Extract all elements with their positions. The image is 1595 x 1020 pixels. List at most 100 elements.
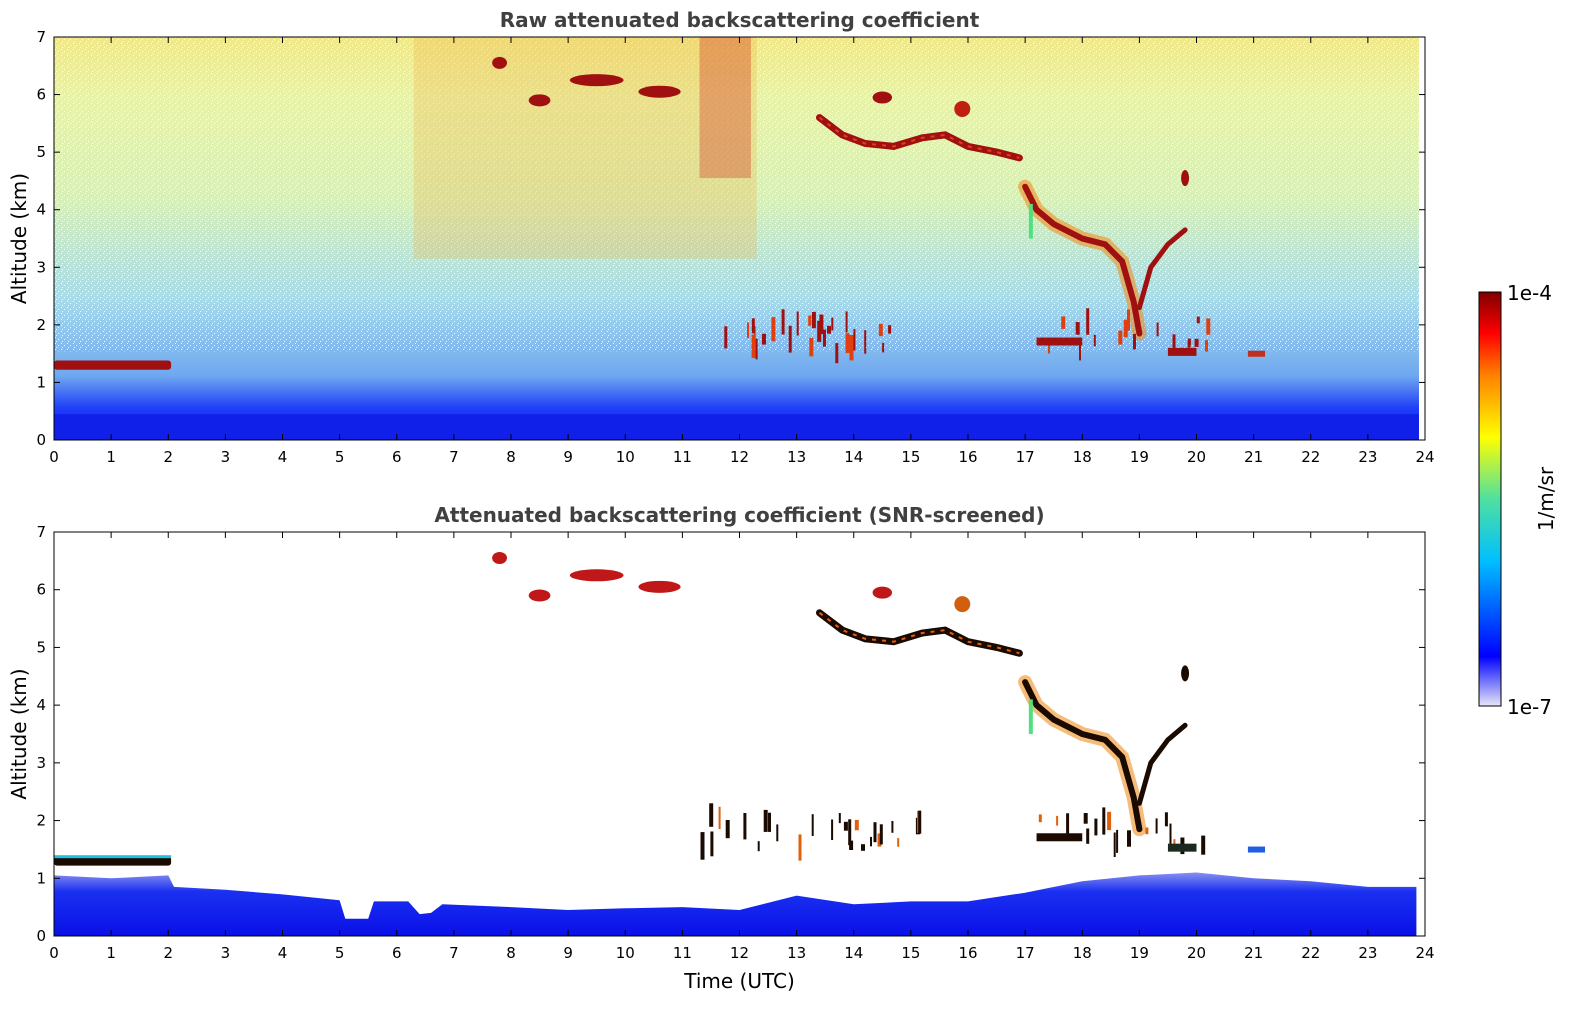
y-tick-label: 2 — [36, 316, 46, 334]
broken-cloud — [743, 813, 747, 840]
broken-cloud — [1127, 830, 1131, 847]
broken-cloud — [1206, 318, 1211, 335]
isolated-cloud — [1181, 665, 1190, 682]
broken-cloud — [835, 343, 839, 364]
y-tick-label: 5 — [36, 638, 46, 656]
x-tick-label: 11 — [673, 944, 692, 962]
broken-cloud — [788, 325, 792, 353]
x-tick-label: 7 — [449, 448, 459, 466]
broken-cloud — [811, 814, 814, 836]
x-tick-label: 16 — [958, 448, 977, 466]
y-tick-label: 4 — [36, 696, 46, 714]
broken-cloud — [1187, 340, 1191, 348]
broken-cloud — [1196, 316, 1200, 324]
y-tick-label: 6 — [36, 86, 46, 104]
x-tick-label: 20 — [1187, 448, 1206, 466]
cirrus-cloud — [872, 91, 893, 104]
broken-cloud — [1172, 334, 1176, 351]
raw-backscatter-panel: Raw attenuated backscattering coefficien… — [7, 8, 1435, 466]
cirrus-cloud — [492, 56, 508, 69]
broken-cloud — [1133, 333, 1136, 350]
broken-cloud — [882, 342, 885, 353]
x-tick-label: 12 — [730, 944, 749, 962]
broken-cloud — [1107, 811, 1112, 831]
cirrus-cloud — [569, 569, 624, 582]
x-tick-label: 1 — [106, 944, 116, 962]
x-tick-label: 21 — [1244, 448, 1263, 466]
colorbar-min-label: 1e-7 — [1507, 695, 1552, 719]
x-tick-label: 14 — [844, 944, 863, 962]
y-axis-ticks: 0 1 2 3 4 5 6 7 — [36, 523, 1425, 945]
y-tick-label: 2 — [36, 812, 46, 830]
broken-cloud — [1102, 807, 1106, 835]
x-tick-label: 2 — [163, 944, 173, 962]
broken-cloud — [827, 325, 831, 334]
broken-cloud — [771, 317, 776, 342]
broken-cloud — [1075, 322, 1080, 335]
broken-cloud — [1164, 812, 1168, 827]
cirrus-cloud — [528, 94, 551, 107]
broken-cloud — [854, 819, 859, 831]
x-tick-label: 13 — [787, 944, 806, 962]
x-tick-label: 2 — [163, 448, 173, 466]
low-cloud-layer — [54, 856, 172, 866]
broken-cloud — [831, 317, 834, 331]
y-tick-label: 6 — [36, 581, 46, 599]
broken-cloud — [861, 844, 865, 851]
broken-cloud — [845, 333, 850, 354]
broken-cloud — [849, 335, 854, 361]
broken-cloud — [819, 314, 824, 335]
x-tick-label: 24 — [1415, 944, 1434, 962]
broken-cloud — [1247, 350, 1266, 357]
x-tick-label: 20 — [1187, 944, 1206, 962]
broken-cloud — [879, 824, 883, 845]
y-tick-label: 1 — [36, 869, 46, 887]
broken-cloud — [753, 326, 756, 350]
isolated-cloud — [1181, 170, 1190, 187]
broken-cloud — [1205, 340, 1208, 352]
x-tick-label: 0 — [49, 944, 59, 962]
cirrus-sheet-detail — [818, 116, 1020, 159]
broken-cloud — [1145, 827, 1149, 835]
broken-cloud — [700, 832, 705, 860]
x-tick-label: 17 — [1016, 944, 1035, 962]
y-tick-label: 4 — [36, 201, 46, 219]
x-tick-label: 10 — [616, 448, 635, 466]
x-tick-label: 14 — [844, 448, 863, 466]
snr-screened-panel: Attenuated backscattering coefficient (S… — [7, 503, 1435, 993]
broken-cloud — [709, 803, 714, 827]
x-tick-label: 8 — [506, 448, 516, 466]
broken-cloud — [763, 809, 768, 832]
x-axis-label: Time (UTC) — [683, 969, 795, 993]
broken-cloud — [845, 311, 848, 333]
broken-cloud — [710, 831, 714, 857]
x-tick-label: 5 — [335, 448, 345, 466]
broken-cloud — [796, 311, 799, 336]
broken-cloud — [718, 806, 721, 830]
broken-cloud — [1036, 833, 1083, 842]
high-noise-band — [413, 37, 757, 259]
broken-cloud — [1061, 316, 1066, 329]
x-tick-label: 5 — [335, 944, 345, 962]
cirrus-cloud — [528, 589, 551, 602]
broken-cloud — [1167, 347, 1197, 356]
cloud-edge — [54, 855, 172, 859]
cirrus-sheet-detail — [818, 612, 1020, 655]
x-tick-label: 18 — [1073, 944, 1092, 962]
broken-cloud — [843, 821, 848, 831]
broken-cloud — [864, 330, 867, 354]
y-tick-label: 7 — [36, 28, 46, 46]
colorbar-gradient — [1478, 291, 1502, 707]
broken-cloud — [1093, 334, 1096, 347]
broken-cloud — [1169, 823, 1172, 851]
x-axis-ticks: 0 1 2 3 4 5 6 7 8 9 10 11 12 13 14 15 16 17 18 19 20 21 22 23 24 — [49, 37, 1435, 466]
x-tick-label: 19 — [1130, 944, 1149, 962]
low-cloud-layer — [54, 360, 172, 370]
cirrus-cloud — [638, 580, 681, 593]
x-tick-label: 9 — [563, 448, 573, 466]
x-tick-label: 17 — [1016, 448, 1035, 466]
broken-cloud — [751, 318, 755, 334]
x-tick-label: 8 — [506, 944, 516, 962]
broken-cloud — [747, 322, 749, 339]
